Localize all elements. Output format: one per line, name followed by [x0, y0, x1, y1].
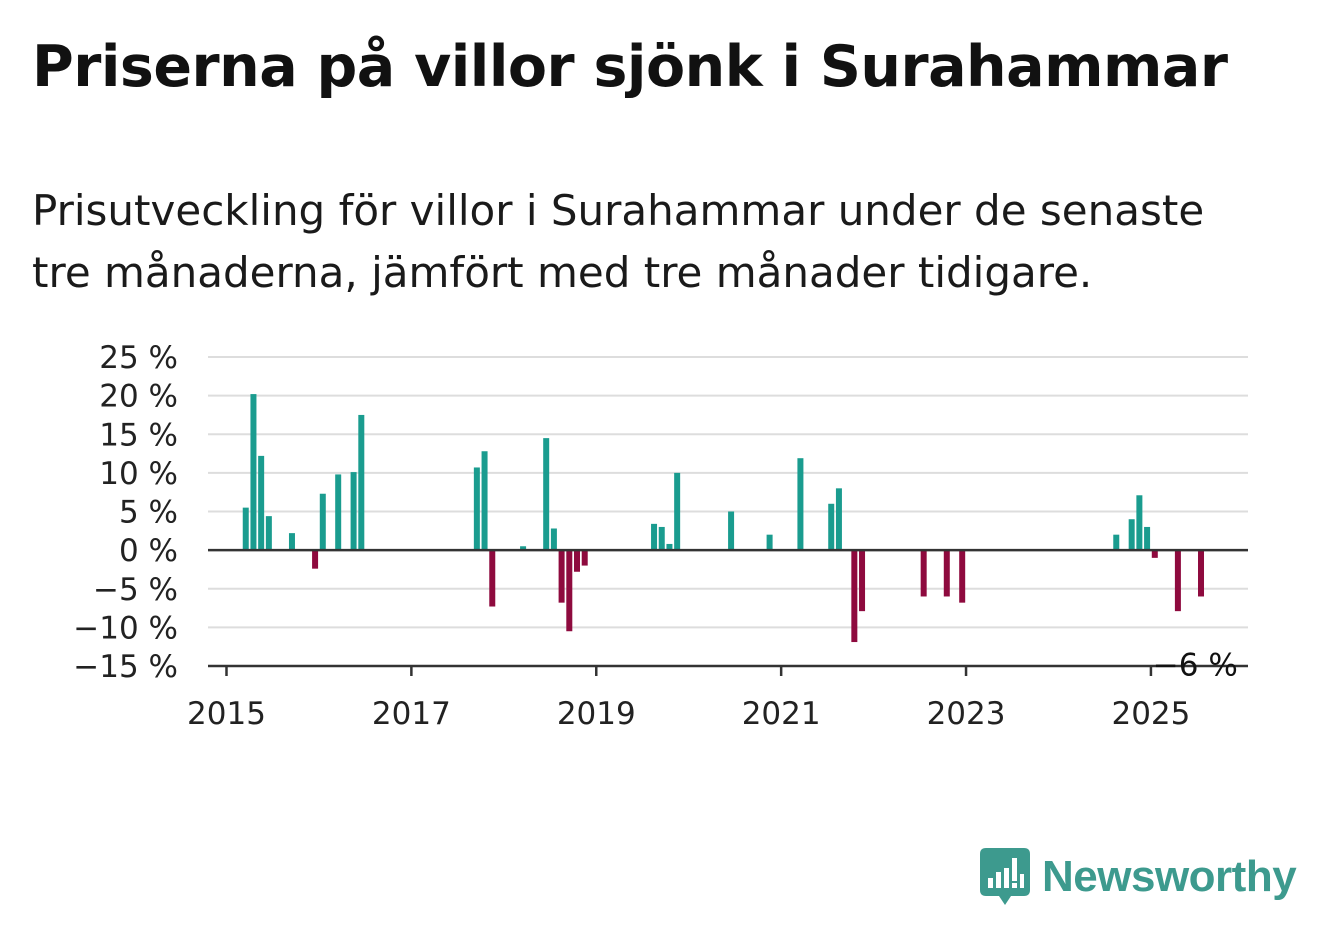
- bar-2022-12: [959, 550, 966, 603]
- brand-name: Newsworthy: [1042, 852, 1297, 901]
- y-tick-label: 15 %: [99, 417, 178, 453]
- bar-2018-07: [550, 528, 557, 551]
- bar-2018-09: [566, 550, 573, 632]
- bar-2016-06: [358, 414, 365, 551]
- bar-2024-08: [1113, 534, 1120, 551]
- x-tick-label: 2021: [742, 696, 821, 732]
- bar-2021-10: [851, 550, 858, 643]
- chart-subtitle: Prisutveckling för villor i Surahammar u…: [32, 186, 1205, 297]
- bar-2024-12: [1144, 526, 1151, 551]
- bar-2019-08: [651, 523, 658, 551]
- bar-2016-05: [350, 472, 357, 551]
- x-tick-label: 2023: [927, 696, 1006, 732]
- bar-2015-12: [312, 550, 319, 569]
- bar-2018-10: [574, 550, 581, 572]
- bar-2019-09: [658, 526, 665, 551]
- bar-2025-01: [1151, 550, 1158, 558]
- bar-2024-11: [1136, 495, 1143, 551]
- y-tick-label: 20 %: [99, 379, 178, 415]
- bar-2017-09: [473, 467, 480, 551]
- bar-2022-07: [920, 550, 927, 597]
- newsworthy-logo-icon: [980, 848, 1030, 905]
- x-tick-label: 2019: [557, 696, 636, 732]
- bar-2016-03: [335, 474, 342, 551]
- bar-2017-10: [481, 451, 488, 551]
- y-tick-label: −10 %: [73, 610, 178, 646]
- y-tick-label: −15 %: [73, 649, 178, 685]
- bar-2015-04: [250, 394, 257, 551]
- bar-2017-11: [489, 550, 496, 607]
- grid-lines: [208, 356, 1248, 629]
- x-tick-label: 2017: [372, 696, 451, 732]
- bar-2019-10: [666, 543, 673, 551]
- last-value-annotation: −6 %: [1153, 647, 1238, 683]
- x-tick-label: 2025: [1111, 696, 1190, 732]
- bar-2016-01: [319, 493, 326, 551]
- bar-2018-11: [581, 550, 588, 566]
- y-tick-label: −5 %: [93, 572, 178, 608]
- y-tick-label: 0 %: [119, 533, 178, 569]
- bars: [242, 394, 1205, 643]
- bar-2020-06: [728, 511, 735, 551]
- bar-2022-10: [943, 550, 950, 597]
- bar-2025-04: [1174, 550, 1181, 612]
- bar-2021-11: [859, 550, 866, 612]
- chart-title: Priserna på villor sjönk i Surahammar: [32, 34, 1228, 100]
- bar-2015-05: [258, 455, 265, 551]
- bar-2019-11: [674, 472, 681, 551]
- bar-2015-06: [265, 516, 272, 551]
- y-tick-label: 10 %: [99, 456, 178, 492]
- bar-2020-11: [766, 534, 773, 551]
- axes: [208, 548, 1248, 676]
- x-axis-labels: 2015 2017 2019 2021 2023 2025: [187, 696, 1190, 732]
- bar-2018-08: [558, 550, 565, 603]
- bar-2021-07: [828, 503, 835, 551]
- bar-2025-07: [1198, 550, 1205, 597]
- y-axis-labels: 25 %20 %15 %10 %5 %0 %−5 %−10 %−15 %: [73, 340, 178, 685]
- y-tick-label: 5 %: [119, 495, 178, 531]
- brand: Newsworthy: [980, 848, 1297, 906]
- bar-2018-03: [520, 546, 527, 551]
- y-tick-label: 25 %: [99, 340, 178, 376]
- bar-2021-03: [797, 458, 804, 551]
- bar-2015-09: [288, 533, 295, 551]
- bar-2018-06: [543, 438, 550, 551]
- bar-2021-08: [835, 488, 842, 551]
- x-tick-label: 2015: [187, 696, 266, 732]
- bar-2015-03: [242, 507, 249, 551]
- bar-2024-10: [1128, 519, 1135, 551]
